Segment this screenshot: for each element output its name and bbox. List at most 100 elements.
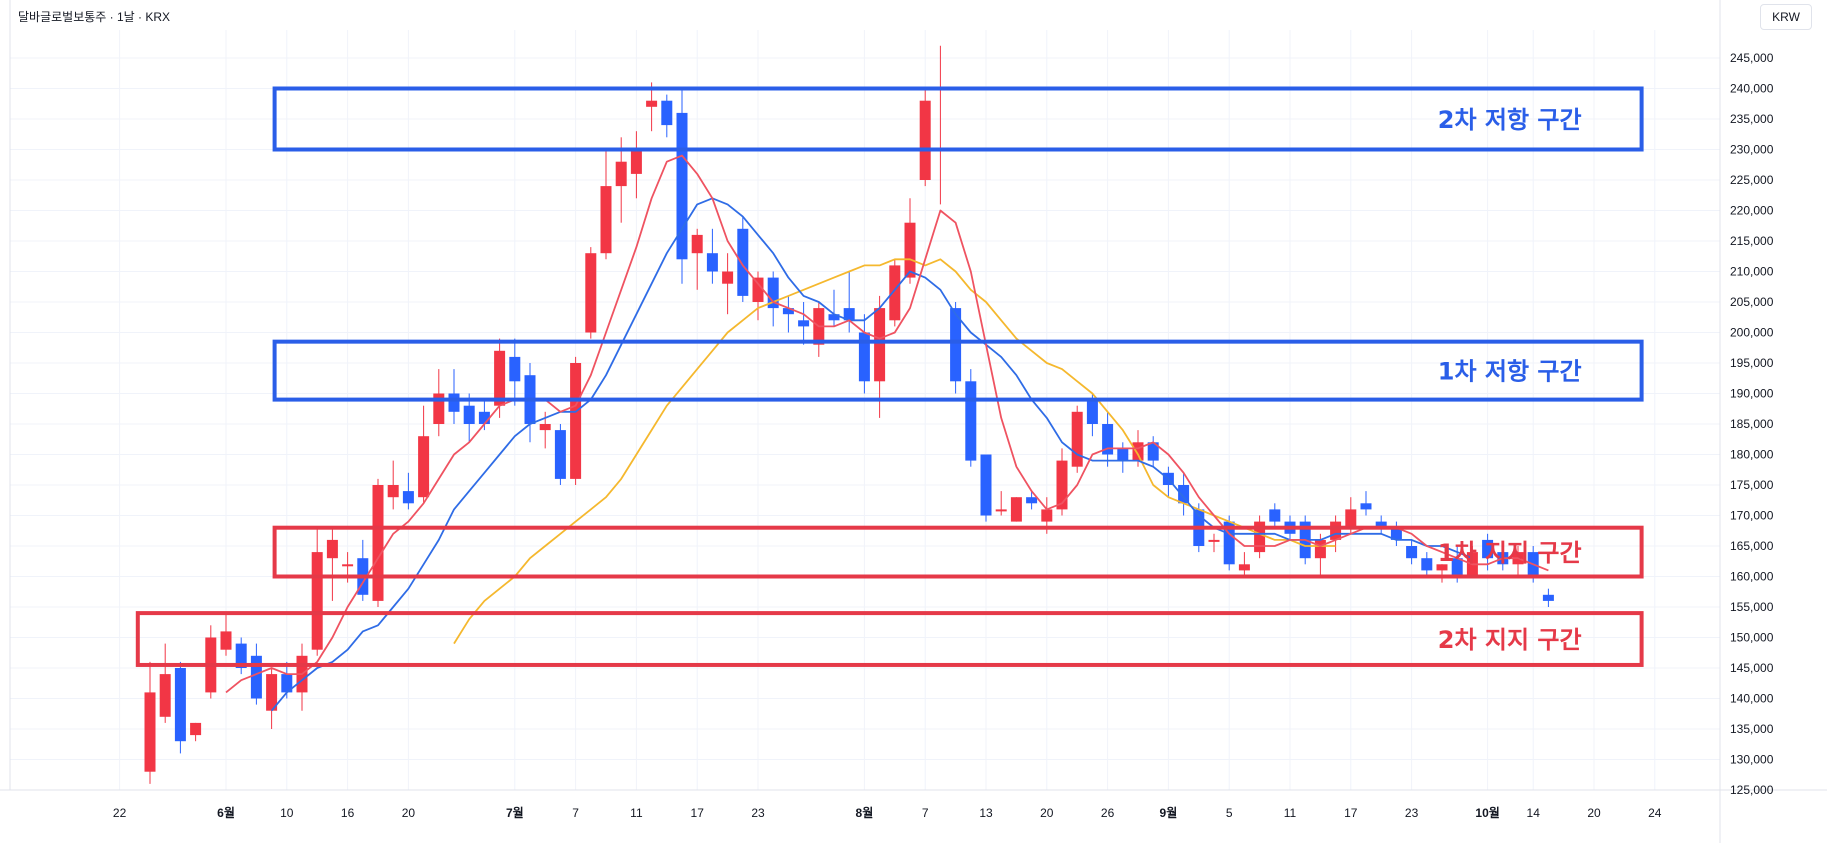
candle-body	[342, 564, 354, 567]
candle	[220, 613, 232, 656]
y-tick-label: 140,000	[1730, 692, 1774, 706]
candle-body	[980, 454, 992, 516]
candle-body	[418, 436, 430, 498]
zone-resistance-2: 2차 저항 구간	[272, 86, 1644, 152]
candle	[311, 527, 323, 656]
candlestick-series	[144, 45, 1554, 784]
candle-body	[448, 393, 460, 412]
candle	[402, 472, 414, 510]
candle-body	[646, 100, 658, 107]
candle	[646, 82, 658, 132]
candle-body	[1421, 558, 1433, 571]
candle-body	[661, 100, 673, 126]
candle	[874, 295, 886, 418]
candle-body	[1132, 442, 1144, 461]
y-tick-label: 190,000	[1730, 387, 1774, 401]
zones: 2차 저항 구간 1차 저항 구간 1차 지지 구간 2차 지지 구간	[135, 86, 1644, 667]
candle	[524, 363, 536, 443]
candle-body	[904, 222, 916, 278]
candle-body	[463, 405, 475, 424]
candle-body	[1314, 539, 1326, 559]
candle	[235, 637, 247, 675]
candle-body	[372, 485, 384, 601]
candle	[1238, 552, 1250, 577]
chart-title: 달바글로벌보통주 · 1날 · KRX	[18, 10, 171, 24]
candle	[494, 338, 506, 418]
candle	[190, 722, 202, 742]
x-axis-labels: 22 6월 10 16 20 7월 7 11 17 23 8월 7 13 20 26 9월 5 11 17 23 10월…	[113, 805, 1662, 820]
candle-body	[1330, 521, 1342, 540]
candle	[782, 295, 794, 333]
candle-body	[828, 314, 840, 321]
candle	[1071, 405, 1083, 473]
x-tick-label: 17	[691, 806, 705, 820]
zone-support-2: 2차 지지 구간	[135, 611, 1644, 667]
candle	[1117, 442, 1129, 473]
candle-body	[919, 100, 931, 180]
candle-body	[889, 265, 901, 321]
candle	[433, 369, 445, 437]
y-tick-label: 230,000	[1730, 143, 1774, 157]
candle	[661, 94, 673, 138]
candle	[463, 393, 475, 443]
zone-box	[135, 611, 1644, 667]
candle	[600, 149, 612, 260]
candle-body	[190, 722, 202, 736]
candle	[1269, 503, 1281, 528]
candle	[858, 314, 870, 394]
x-tick-label: 10	[280, 806, 294, 820]
candle	[1223, 515, 1235, 571]
candle	[1360, 491, 1372, 516]
candle	[554, 424, 566, 485]
candle-body	[1026, 497, 1038, 504]
candle	[706, 228, 718, 284]
candle	[995, 491, 1007, 516]
candle-body	[691, 234, 703, 254]
x-tick-label: 16	[341, 806, 355, 820]
candle-body	[494, 350, 506, 406]
candle-body	[1041, 509, 1053, 522]
candle	[1162, 466, 1174, 498]
x-tick-label: 6월	[217, 805, 235, 820]
candle-body	[874, 308, 886, 382]
zone-label: 2차 저항 구간	[1438, 106, 1582, 134]
candle	[1436, 564, 1448, 583]
candle-body	[1254, 521, 1266, 553]
candle	[1178, 472, 1190, 516]
candle-body	[782, 308, 794, 315]
candle-body	[706, 253, 718, 272]
candle-body	[1147, 442, 1159, 461]
currency-button[interactable]: KRW	[1760, 4, 1812, 30]
candle	[418, 405, 430, 504]
x-tick-label: 17	[1344, 806, 1358, 820]
candle-body	[174, 668, 186, 742]
grid-lines	[10, 30, 1720, 791]
candle-body	[1117, 448, 1129, 461]
zone-label: 1차 지지 구간	[1438, 539, 1582, 567]
x-tick-label: 7월	[506, 805, 524, 820]
y-tick-label: 225,000	[1730, 173, 1774, 187]
zone-label: 2차 지지 구간	[1438, 626, 1582, 654]
y-tick-label: 215,000	[1730, 234, 1774, 248]
y-tick-label: 235,000	[1730, 112, 1774, 126]
candle-body	[250, 655, 262, 699]
y-tick-label: 125,000	[1730, 783, 1774, 797]
x-tick-label: 11	[630, 806, 643, 820]
candle-body	[843, 308, 855, 321]
candle-body	[1269, 509, 1281, 522]
candle-body	[600, 186, 612, 254]
y-tick-label: 180,000	[1730, 448, 1774, 462]
x-tick-label: 8월	[856, 805, 874, 820]
candle	[1314, 533, 1326, 577]
candle	[919, 88, 931, 187]
y-tick-label: 195,000	[1730, 356, 1774, 370]
candle-body	[722, 271, 734, 284]
candle	[144, 661, 156, 784]
y-tick-label: 170,000	[1730, 509, 1774, 523]
candle-body	[311, 552, 323, 650]
x-tick-label: 14	[1527, 806, 1541, 820]
candle	[950, 302, 962, 394]
candle	[798, 302, 810, 345]
candle	[570, 356, 582, 485]
